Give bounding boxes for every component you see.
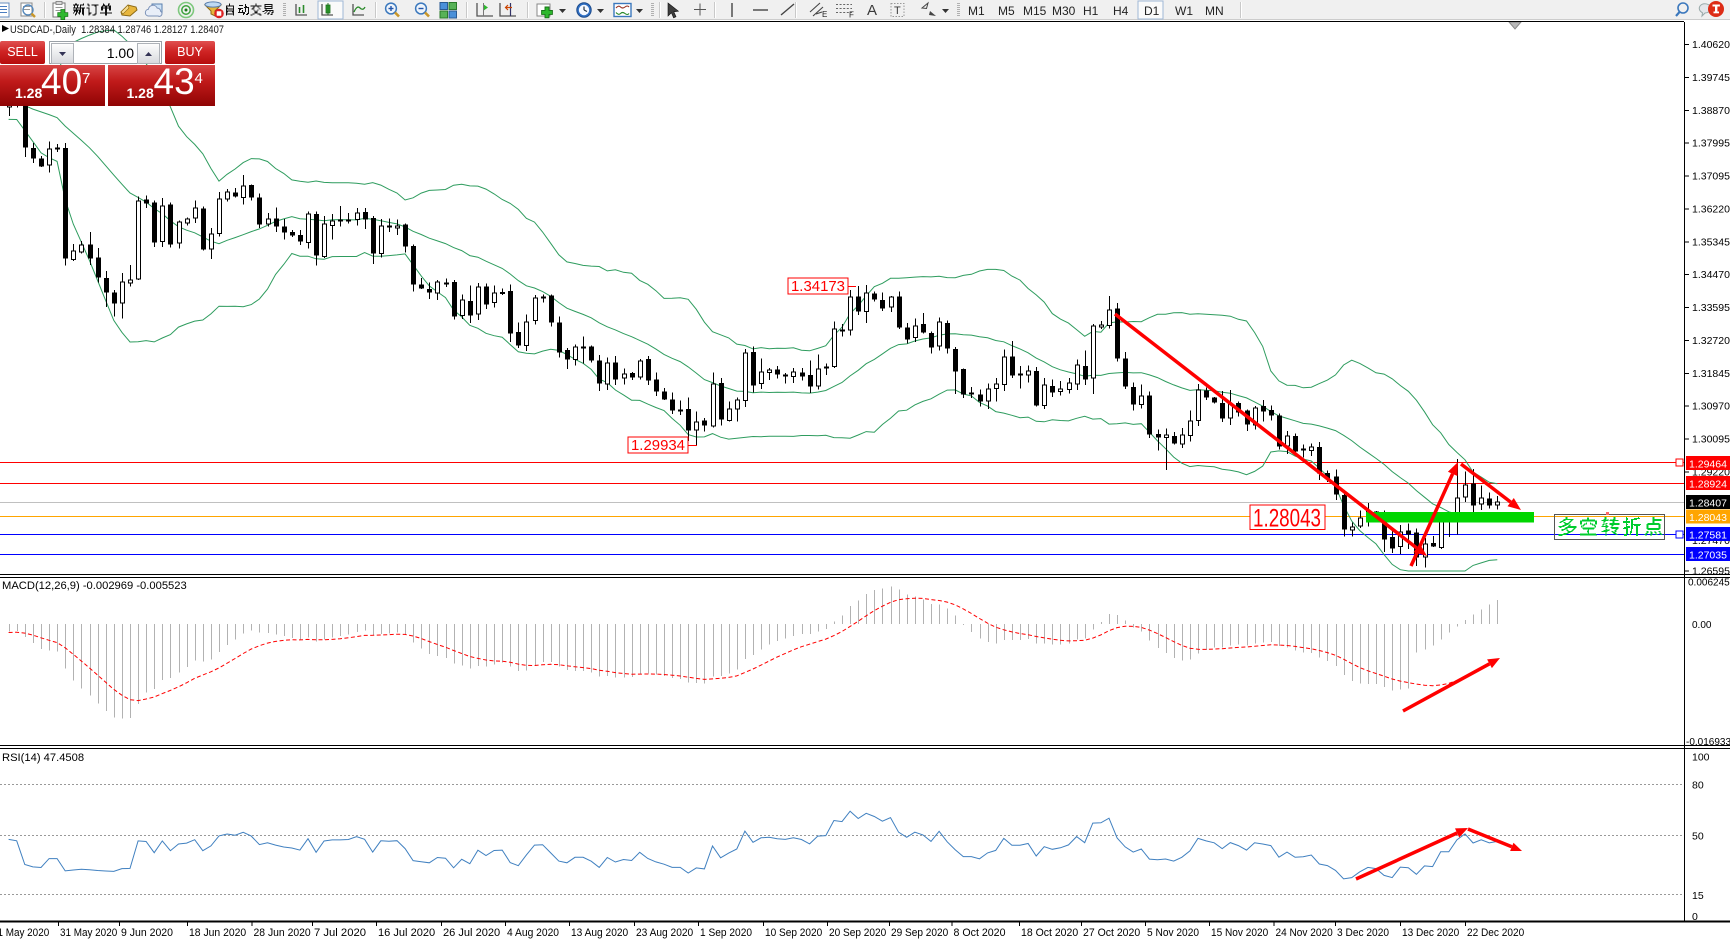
svg-text:1.35345: 1.35345	[1692, 236, 1730, 248]
svg-text:3 Dec 2020: 3 Dec 2020	[1337, 927, 1389, 939]
svg-text:100: 100	[1692, 752, 1710, 764]
svg-text:T: T	[894, 5, 901, 17]
svg-text:1.38870: 1.38870	[1692, 105, 1730, 117]
svg-text:E: E	[822, 10, 827, 19]
svg-text:1.39745: 1.39745	[1692, 72, 1730, 84]
svg-text:16 Jul 2020: 16 Jul 2020	[378, 927, 435, 939]
svg-text:1.34173: 1.34173	[791, 278, 845, 295]
svg-text:1.27581: 1.27581	[1689, 530, 1727, 542]
svg-text:1.26595: 1.26595	[1692, 565, 1730, 577]
svg-text:24 Nov 2020: 24 Nov 2020	[1276, 927, 1333, 939]
svg-text:1 Sep 2020: 1 Sep 2020	[700, 927, 752, 939]
svg-text:15 Nov 2020: 15 Nov 2020	[1211, 927, 1268, 939]
svg-text:21 May 2020: 21 May 2020	[0, 927, 49, 939]
svg-text:RSI(14) 47.4508: RSI(14) 47.4508	[2, 752, 84, 764]
svg-text:1.36220: 1.36220	[1692, 203, 1730, 215]
svg-text:1.32720: 1.32720	[1692, 335, 1730, 347]
svg-text:18 Oct 2020: 18 Oct 2020	[1021, 927, 1078, 939]
svg-text:1.29464: 1.29464	[1689, 459, 1727, 471]
svg-text:-0.016933: -0.016933	[1686, 737, 1730, 748]
svg-text:13 Dec 2020: 13 Dec 2020	[1402, 927, 1459, 939]
svg-text:1.30095: 1.30095	[1692, 434, 1730, 446]
svg-text:15: 15	[1692, 890, 1704, 902]
svg-text:1.40620: 1.40620	[1692, 39, 1730, 51]
svg-text:13 Aug 2020: 13 Aug 2020	[571, 927, 628, 939]
svg-text:7 Jul 2020: 7 Jul 2020	[314, 927, 366, 939]
svg-text:5 Nov 2020: 5 Nov 2020	[1147, 927, 1199, 939]
svg-text:1.28043: 1.28043	[1253, 505, 1321, 533]
svg-text:1.37995: 1.37995	[1692, 138, 1730, 150]
svg-text:26 Jul 2020: 26 Jul 2020	[443, 927, 500, 939]
svg-text:A: A	[867, 2, 877, 19]
svg-text:1.27035: 1.27035	[1689, 550, 1727, 562]
svg-text:0: 0	[1692, 911, 1698, 923]
svg-text:F: F	[849, 11, 854, 20]
svg-text:20 Sep 2020: 20 Sep 2020	[829, 927, 886, 939]
svg-text:MACD(12,26,9) -0.002969 -0.005: MACD(12,26,9) -0.002969 -0.005523	[2, 580, 187, 592]
svg-text:50: 50	[1692, 831, 1704, 843]
svg-text:10 Sep 2020: 10 Sep 2020	[765, 927, 822, 939]
svg-text:9 Jun 2020: 9 Jun 2020	[121, 927, 173, 939]
svg-text:23 Aug 2020: 23 Aug 2020	[636, 927, 693, 939]
svg-text:0.00: 0.00	[1692, 620, 1712, 631]
svg-text:0.006245: 0.006245	[1688, 578, 1730, 589]
svg-text:1.28924: 1.28924	[1689, 479, 1727, 491]
svg-text:80: 80	[1692, 780, 1704, 792]
svg-text:4 Aug 2020: 4 Aug 2020	[507, 927, 559, 939]
svg-text:18 Jun 2020: 18 Jun 2020	[189, 927, 246, 939]
svg-text:1.33595: 1.33595	[1692, 302, 1730, 314]
svg-text:1.34470: 1.34470	[1692, 269, 1730, 281]
svg-text:29 Sep 2020: 29 Sep 2020	[891, 927, 948, 939]
svg-text:1.37095: 1.37095	[1692, 171, 1730, 183]
svg-text:1.31845: 1.31845	[1692, 368, 1730, 380]
svg-text:28 Jun 2020: 28 Jun 2020	[254, 927, 311, 939]
svg-text:22 Dec 2020: 22 Dec 2020	[1467, 927, 1524, 939]
svg-text:1.29934: 1.29934	[631, 437, 685, 454]
svg-text:8 Oct 2020: 8 Oct 2020	[954, 927, 1006, 939]
svg-text:1.28407: 1.28407	[1689, 498, 1727, 510]
svg-text:1.28043: 1.28043	[1689, 512, 1727, 524]
svg-text:31 May 2020: 31 May 2020	[60, 927, 117, 939]
svg-text:27 Oct 2020: 27 Oct 2020	[1083, 927, 1140, 939]
svg-text:1.30970: 1.30970	[1692, 401, 1730, 413]
svg-text:USDCAD-,Daily 1.28384 1.28746: USDCAD-,Daily 1.28384 1.28746 1.28127 1.…	[10, 24, 224, 36]
